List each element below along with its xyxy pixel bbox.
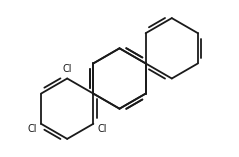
Text: Cl: Cl [62,64,72,74]
Text: Cl: Cl [28,124,37,134]
Text: Cl: Cl [97,124,107,134]
